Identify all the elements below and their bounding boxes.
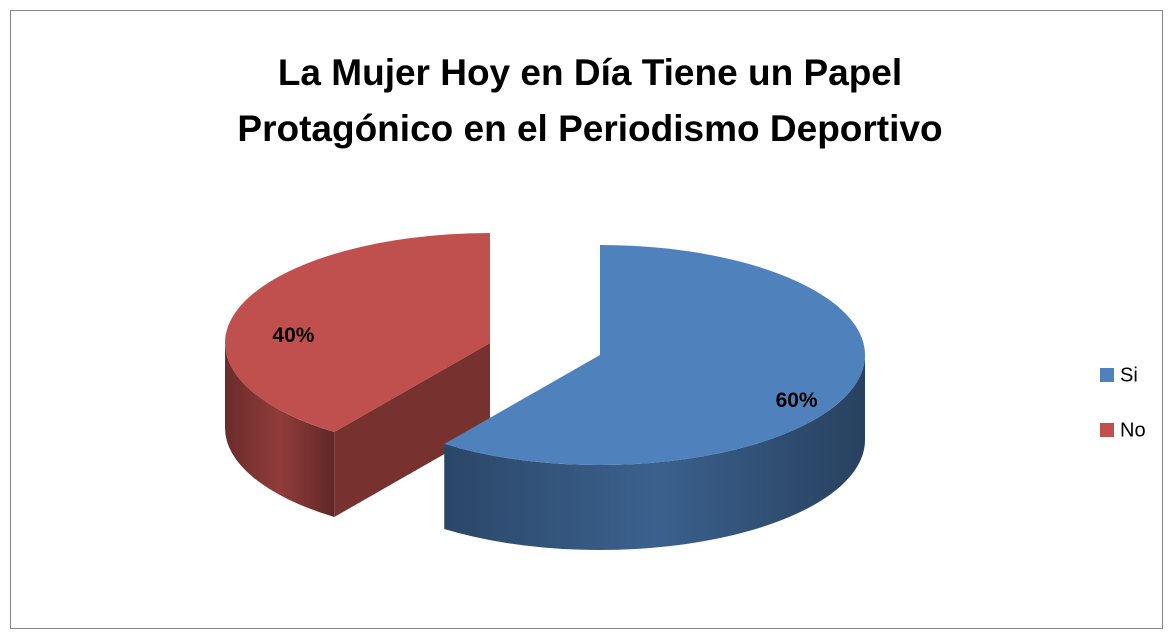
legend-label: No — [1120, 419, 1146, 441]
data-label: 40% — [272, 324, 314, 347]
legend-label: Si — [1120, 364, 1138, 386]
slice-cut-face — [334, 343, 490, 517]
slice-side — [444, 355, 866, 550]
slice — [224, 233, 491, 432]
chart-frame — [10, 10, 1163, 629]
slice-side — [225, 343, 335, 517]
legend-swatch — [1100, 368, 1114, 382]
slice — [444, 245, 865, 465]
data-label: 60% — [776, 389, 818, 412]
legend-swatch — [1100, 423, 1114, 437]
chart-title: La Mujer Hoy en Día Tiene un Papel Prota… — [237, 52, 943, 149]
